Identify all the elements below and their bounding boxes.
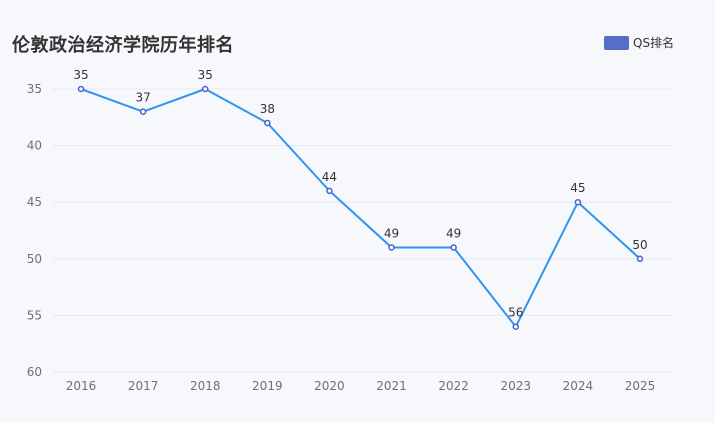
x-tick-label-2025: 2025 (625, 379, 656, 393)
data-point-2019[interactable] (264, 119, 271, 127)
chart-title: 伦敦政治经济学院历年排名 (12, 35, 234, 56)
y-tick-label-40: 40 (27, 139, 42, 153)
data-label-2023: 56 (508, 306, 523, 320)
legend[interactable]: QS排名 (604, 34, 674, 51)
data-label-2022: 49 (446, 226, 461, 240)
x-tick-label-2017: 2017 (128, 379, 159, 393)
x-axis: 2016 2017 2018 2019 2020 2021 2022 2023 2024 2025 (66, 379, 656, 393)
x-tick-label-2023: 2023 (501, 379, 532, 393)
data-label-2024: 45 (570, 181, 585, 195)
y-axis: 35 40 45 50 55 60 (27, 82, 42, 379)
data-point-2023[interactable] (512, 323, 520, 330)
data-point-2025[interactable] (636, 255, 644, 263)
data-label-2021: 49 (384, 226, 399, 240)
grid-layer (53, 88, 672, 373)
data-point-2018[interactable] (201, 85, 209, 93)
data-labels: 35 37 35 38 44 49 49 56 45 50 (73, 68, 647, 320)
x-tick-label-2018: 2018 (190, 379, 221, 393)
data-label-2025: 50 (632, 238, 647, 252)
data-point-2017[interactable] (139, 108, 147, 115)
y-tick-label-55: 55 (27, 308, 42, 322)
data-point-2024[interactable] (574, 198, 582, 206)
data-label-2020: 44 (322, 170, 337, 184)
x-tick-label-2020: 2020 (314, 379, 345, 393)
y-tick-label-35: 35 (27, 82, 42, 96)
series-layer (77, 85, 644, 330)
x-tick-label-2024: 2024 (563, 379, 594, 393)
x-tick-label-2016: 2016 (66, 379, 97, 393)
data-label-2019: 38 (260, 102, 275, 116)
x-tick-label-2019: 2019 (252, 379, 283, 393)
x-tick-label-2021: 2021 (376, 379, 407, 393)
data-point-2016[interactable] (77, 85, 85, 93)
y-tick-label-45: 45 (27, 195, 42, 209)
data-label-2016: 35 (73, 68, 88, 82)
data-point-2022[interactable] (450, 244, 457, 251)
data-label-2017: 37 (135, 91, 150, 105)
legend-label: QS排名 (633, 36, 675, 50)
y-tick-label-60: 60 (27, 365, 42, 379)
y-tick-label-50: 50 (27, 252, 42, 266)
data-point-2020[interactable] (326, 187, 333, 195)
x-tick-label-2022: 2022 (438, 379, 469, 393)
series-line-0 (80, 88, 641, 328)
data-point-2021[interactable] (388, 244, 395, 251)
legend-swatch (604, 35, 629, 50)
data-label-2018: 35 (198, 68, 213, 82)
